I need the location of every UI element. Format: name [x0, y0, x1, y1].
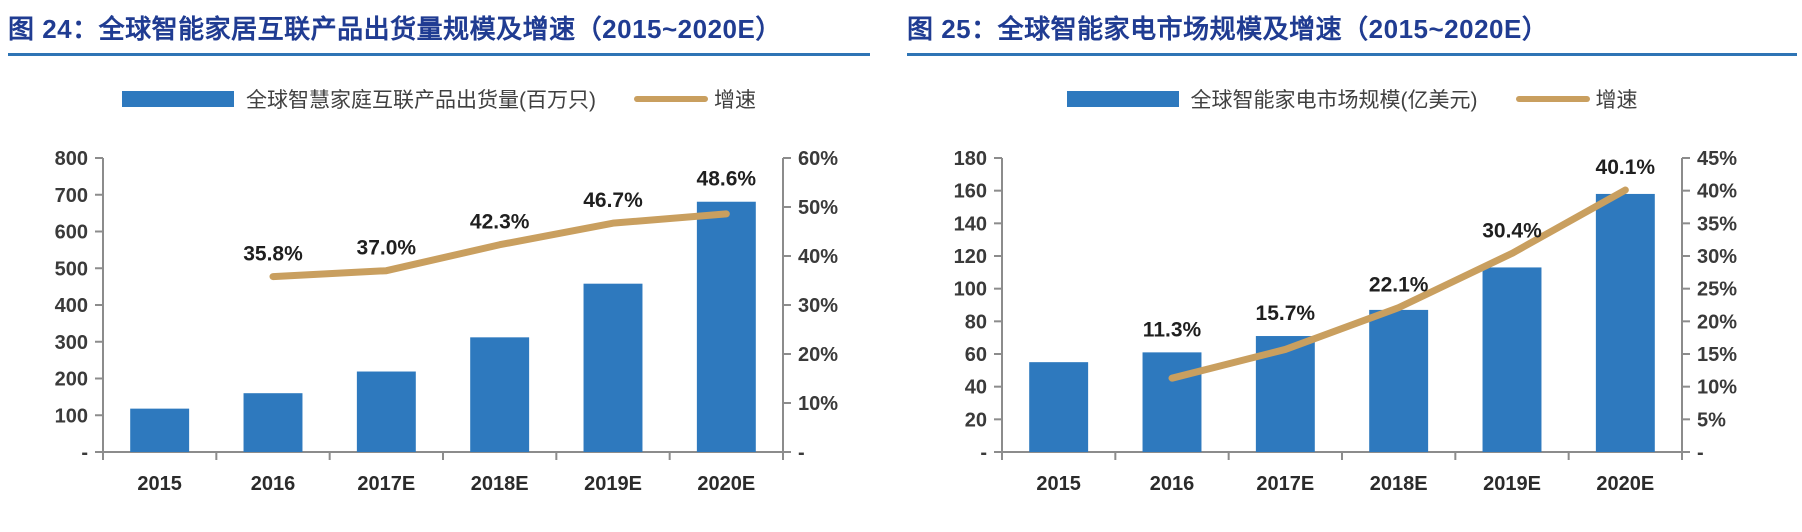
y-axis-tick-label: 500	[55, 258, 88, 280]
y-axis-tick-label: 700	[55, 185, 88, 207]
figure-24-panel: 图 24：全球智能家居互联产品出货量规模及增速（2015~2020E） 全球智慧…	[8, 12, 870, 522]
secondary-y-axis-tick-label: 10%	[1697, 377, 1737, 399]
secondary-y-axis-tick-label: -	[798, 442, 805, 464]
secondary-y-axis-tick-label: 40%	[1697, 181, 1737, 203]
growth-rate-line	[1168, 186, 1629, 382]
x-axis-category-label: 2020E	[1596, 473, 1654, 495]
x-axis-category-label: 2019E	[584, 473, 642, 495]
growth-data-label: 11.3%	[1143, 318, 1202, 341]
y-axis-tick-label: 120	[954, 246, 987, 268]
figure-25-title: 图 25：全球智能家电市场规模及增速（2015~2020E）	[907, 14, 1549, 44]
secondary-y-axis-tick-label: 30%	[1697, 246, 1737, 268]
growth-rate-line	[269, 210, 730, 281]
y-axis-tick-label: -	[980, 442, 987, 464]
bar-2019E	[1482, 267, 1542, 452]
bar-2020E	[1595, 193, 1655, 452]
growth-data-label: 37.0%	[357, 237, 417, 260]
secondary-y-axis-tick-label: 5%	[1697, 409, 1726, 431]
growth-data-label: 22.1%	[1369, 274, 1429, 297]
bar-2015	[130, 408, 190, 452]
line-series-legend-label: 增速	[714, 89, 756, 112]
y-axis-tick-label: 180	[954, 148, 987, 170]
growth-data-label: 15.7%	[1256, 302, 1316, 325]
secondary-y-axis-tick-label: 40%	[798, 246, 838, 268]
y-axis-tick-label: 100	[954, 279, 987, 301]
bar-2015	[1029, 362, 1089, 452]
figure-25-title-underline	[907, 53, 1797, 56]
x-axis-category-label: 2016	[1150, 473, 1195, 495]
x-axis-category-label: 2017E	[357, 473, 415, 495]
growth-data-label: 46.7%	[583, 189, 643, 212]
y-axis-tick-label: 140	[954, 213, 987, 235]
figure-24-bar-line-chart: 800 700 600 500 400 300 200 100 - 60% 50% 40% 30% 20%…	[55, 148, 839, 495]
y-axis-tick-label: 800	[55, 148, 88, 170]
figure-25-legend: 全球智能家电市场规模(亿美元) 增速	[907, 84, 1797, 114]
secondary-y-axis-tick-label: 25%	[1697, 279, 1737, 301]
bar-2019E	[583, 283, 643, 452]
y-axis-tick-label: 40	[965, 377, 987, 399]
bar-2017E	[356, 371, 416, 452]
y-axis-tick-label: -	[81, 442, 88, 464]
secondary-y-axis-tick-label: 50%	[798, 197, 838, 219]
y-axis-tick-label: 80	[965, 311, 987, 333]
figure-24-title: 图 24：全球智能家居互联产品出货量规模及增速（2015~2020E）	[8, 14, 782, 44]
y-axis-tick-label: 100	[55, 405, 88, 427]
growth-data-label: 35.8%	[243, 243, 303, 266]
y-axis-tick-label: 300	[55, 332, 88, 354]
bar-series-legend-label: 全球智慧家庭互联产品出货量(百万只)	[246, 89, 596, 112]
secondary-y-axis-tick-label: 35%	[1697, 213, 1737, 235]
bar-2016	[243, 393, 303, 452]
x-axis-category-label: 2019E	[1483, 473, 1541, 495]
figure-24-title-underline	[8, 53, 870, 56]
bar-2016	[1142, 352, 1202, 452]
secondary-y-axis-tick-label: 20%	[1697, 311, 1737, 333]
line-series-legend-swatch	[634, 96, 708, 102]
secondary-y-axis-tick-label: 30%	[798, 295, 838, 317]
figure-25-bar-line-chart: 180 160 140 120 100 80 60 40 20 - 45% 40% 35% 30% 25% 2…	[954, 148, 1738, 495]
growth-data-label: 42.3%	[470, 211, 530, 234]
growth-data-label: 30.4%	[1482, 219, 1542, 242]
secondary-y-axis-tick-label: -	[1697, 442, 1704, 464]
x-axis-category-label: 2015	[1036, 473, 1081, 495]
bar-series-legend-label: 全球智能家电市场规模(亿美元)	[1190, 89, 1478, 112]
x-axis-category-label: 2018E	[471, 473, 529, 495]
figure-25-panel: 图 25：全球智能家电市场规模及增速（2015~2020E） 全球智能家电市场规…	[907, 12, 1797, 522]
line-series-legend-label: 增速	[1595, 89, 1638, 112]
y-axis-tick-label: 20	[965, 409, 987, 431]
y-axis-tick-label: 400	[55, 295, 88, 317]
x-axis-category-label: 2018E	[1370, 473, 1428, 495]
y-axis-tick-label: 60	[965, 344, 987, 366]
figure-24-legend: 全球智慧家庭互联产品出货量(百万只) 增速	[8, 84, 870, 114]
line-series-legend-swatch	[1515, 96, 1590, 102]
bar-series-legend-swatch	[122, 91, 234, 107]
secondary-y-axis-tick-label: 15%	[1697, 344, 1737, 366]
x-axis-category-label: 2016	[251, 473, 296, 495]
x-axis-category-label: 2017E	[1256, 473, 1314, 495]
bar-2018E	[470, 337, 530, 452]
secondary-y-axis-tick-label: 20%	[798, 344, 838, 366]
secondary-y-axis-tick-label: 60%	[798, 148, 838, 170]
x-axis-category-label: 2015	[137, 473, 182, 495]
secondary-y-axis-tick-label: 10%	[798, 393, 838, 415]
x-axis-category-label: 2020E	[697, 473, 755, 495]
bar-series-legend-swatch	[1066, 91, 1179, 107]
y-axis-tick-label: 160	[954, 181, 987, 203]
secondary-y-axis-tick-label: 45%	[1697, 148, 1737, 170]
bar-2018E	[1369, 309, 1429, 452]
bar-2020E	[696, 201, 756, 452]
growth-data-label: 48.6%	[697, 168, 757, 191]
y-axis-tick-label: 600	[55, 222, 88, 244]
growth-data-label: 40.1%	[1596, 156, 1656, 179]
y-axis-tick-label: 200	[55, 369, 88, 391]
